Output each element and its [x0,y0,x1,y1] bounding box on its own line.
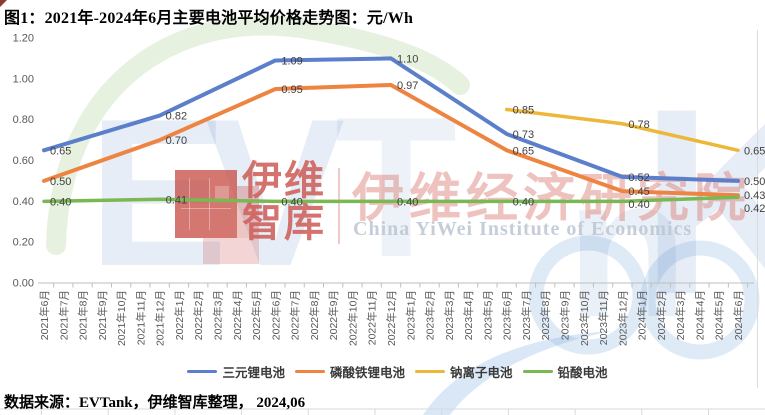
svg-text:2023年1月: 2023年1月 [404,290,417,340]
series-line-1 [42,82,740,198]
svg-text:2024年3月: 2024年3月 [674,290,687,340]
svg-text:0.41: 0.41 [166,194,187,206]
svg-text:2021年7月: 2021年7月 [57,290,70,340]
svg-text:0.73: 0.73 [513,129,534,141]
svg-text:0.65: 0.65 [513,145,534,157]
svg-text:0.50: 0.50 [50,176,71,188]
source-note: 数据来源：EVTank，伊维智库整理， 2024,06 [4,395,306,411]
svg-text:2022年10月: 2022年10月 [346,290,359,346]
svg-text:0.65: 0.65 [50,145,71,157]
svg-text:0.78: 0.78 [628,119,649,131]
legend-line-swatch-blue [187,369,218,374]
svg-text:2022年3月: 2022年3月 [212,290,225,340]
svg-text:2022年7月: 2022年7月 [289,290,302,340]
svg-text:2021年12月: 2021年12月 [154,290,167,346]
svg-text:2023年8月: 2023年8月 [539,290,552,340]
legend-label: 钠离子电池 [450,366,513,380]
legend-label: 三元锂电池 [222,366,285,380]
svg-text:2022年11月: 2022年11月 [366,290,379,345]
svg-text:0.70: 0.70 [166,135,187,147]
svg-text:0.95: 0.95 [281,84,302,96]
legend-item-sodium-ion: 钠离子电池 [415,362,513,381]
svg-text:0.00: 0.00 [13,278,34,290]
svg-text:0.42: 0.42 [744,203,765,215]
legend-label: 磷酸铁锂电池 [329,366,405,380]
svg-text:0.40: 0.40 [13,196,34,208]
svg-text:0.40: 0.40 [50,196,71,208]
legend-label: 铅酸电池 [557,366,608,380]
legend-line-swatch-yellow [415,369,445,374]
svg-text:0.52: 0.52 [628,172,649,184]
svg-text:2021年11月: 2021年11月 [134,290,147,345]
svg-text:2023年7月: 2023年7月 [520,290,533,340]
svg-text:0.40: 0.40 [628,199,649,211]
svg-text:2021年8月: 2021年8月 [77,290,90,340]
legend-item-lead-acid: 铅酸电池 [522,362,608,381]
svg-text:2021年6月: 2021年6月 [38,290,51,340]
svg-text:0.40: 0.40 [397,196,418,208]
svg-text:2023年9月: 2023年9月 [559,290,572,340]
legend-item-ternary-lithium: 三元锂电池 [187,362,285,381]
x-axis-labels: 2021年6月 2021年7月 2021年8月 2021年9月 2021年10月 2021… [38,290,745,346]
svg-text:1.10: 1.10 [397,53,418,65]
svg-text:2024年1月: 2024年1月 [636,290,649,340]
svg-text:2022年5月: 2022年5月 [250,290,263,340]
svg-text:0.60: 0.60 [13,155,34,167]
svg-text:2022年8月: 2022年8月 [308,290,321,340]
svg-text:2023年5月: 2023年5月 [481,290,494,340]
svg-text:2022年4月: 2022年4月 [231,290,244,340]
svg-text:2023年4月: 2023年4月 [462,290,475,340]
svg-text:0.65: 0.65 [744,145,765,157]
svg-text:2023年11月: 2023年11月 [597,290,610,345]
svg-text:2023年10月: 2023年10月 [578,290,591,346]
svg-text:0.85: 0.85 [513,104,534,116]
x-axis [38,282,754,288]
cell-gridlines [0,30,765,415]
svg-text:0.43: 0.43 [744,190,765,202]
chart-legend: 三元锂电池 磷酸铁锂电池 钠离子电池 铅酸电池 [40,362,755,381]
svg-text:2021年10月: 2021年10月 [115,290,128,346]
series-line-2 [504,107,740,153]
series-line-0 [42,56,740,183]
series-line-3 [42,195,740,204]
svg-text:2022年1月: 2022年1月 [173,290,186,340]
svg-text:0.82: 0.82 [166,111,187,123]
svg-text:2023年6月: 2023年6月 [501,290,514,340]
svg-text:2022年2月: 2022年2月 [192,290,205,340]
svg-text:0.40: 0.40 [513,196,534,208]
svg-text:1.09: 1.09 [281,55,302,67]
svg-text:2021年9月: 2021年9月 [96,290,109,340]
svg-text:2024年5月: 2024年5月 [713,290,726,340]
svg-text:0.40: 0.40 [281,196,302,208]
legend-line-swatch-green [522,369,553,374]
svg-text:2022年6月: 2022年6月 [269,290,282,340]
svg-text:2023年12月: 2023年12月 [616,290,629,346]
data-labels: 0.65 0.50 0.40 0.82 0.70 0.41 1.09 0.95 0.40 1.10… [50,53,765,215]
legend-item-lfp: 磷酸铁锂电池 [294,362,405,381]
svg-text:1.20: 1.20 [13,33,34,45]
legend-line-swatch-orange [294,369,325,374]
svg-text:0.50: 0.50 [744,176,765,188]
svg-text:0.97: 0.97 [397,80,418,92]
svg-text:2024年4月: 2024年4月 [693,290,706,340]
svg-text:2022年9月: 2022年9月 [327,290,340,340]
svg-text:0.20: 0.20 [13,237,34,249]
svg-text:2023年3月: 2023年3月 [443,290,456,340]
svg-text:2023年2月: 2023年2月 [424,290,437,340]
svg-text:0.80: 0.80 [13,114,34,126]
page-title: 图1：2021年-2024年6月主要电池平均价格走势图：元/Wh [4,10,414,27]
svg-text:1.00: 1.00 [13,73,34,85]
svg-text:0.45: 0.45 [628,186,649,198]
svg-text:2024年2月: 2024年2月 [655,290,668,340]
y-axis-labels: 0.00 0.20 0.40 0.60 0.80 1.00 1.20 [13,33,34,290]
svg-text:2024年6月: 2024年6月 [732,290,745,340]
cell-corner-marker [0,0,7,7]
svg-text:2022年12月: 2022年12月 [385,290,398,346]
